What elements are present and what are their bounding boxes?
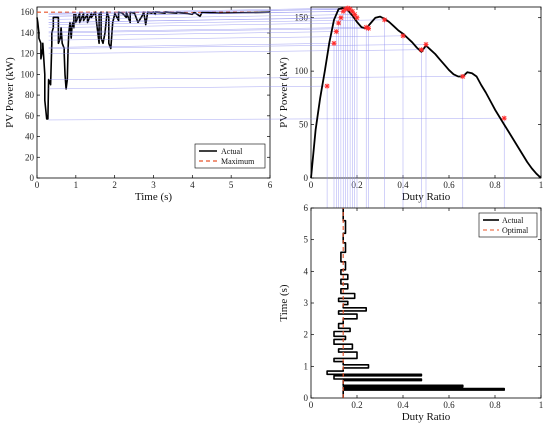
operating-point-marker (352, 11, 358, 17)
guide-horizontal (48, 117, 505, 121)
guide-horizontal (48, 31, 337, 37)
operating-point-marker (347, 6, 353, 12)
x-tick-label: 0 (309, 180, 314, 190)
operating-point-marker (418, 47, 424, 53)
guide-horizontal (48, 8, 351, 15)
y-tick-label: 160 (21, 7, 35, 17)
y-axis-label: Time (s) (278, 284, 290, 322)
operating-point-marker (400, 33, 406, 39)
y-tick-label: 0 (30, 173, 35, 183)
operating-point-marker (382, 17, 388, 23)
x-tick-label: 0 (35, 180, 40, 190)
y-tick-label: 100 (295, 66, 309, 76)
operating-point-marker (354, 15, 360, 21)
y-tick-label: 4 (304, 266, 309, 276)
operating-point-marker (340, 8, 346, 14)
y-tick-label: 0 (304, 173, 309, 183)
y-tick-label: 20 (25, 152, 35, 162)
y-tick-label: 1 (304, 361, 309, 371)
x-tick-label: 0.8 (489, 400, 501, 410)
y-tick-label: 60 (25, 111, 35, 121)
x-tick-label: 4 (190, 180, 195, 190)
x-tick-label: 5 (229, 180, 234, 190)
x-tick-label: 1 (539, 400, 544, 410)
x-tick-label: 0.6 (443, 400, 455, 410)
operating-point-marker (363, 24, 369, 30)
guide-horizontal (48, 35, 404, 41)
x-tick-label: 1 (539, 180, 544, 190)
guide-horizontal (48, 49, 422, 54)
y-tick-label: 100 (21, 69, 35, 79)
legend-box (194, 143, 266, 169)
operating-point-marker (338, 15, 344, 21)
x-axis-label: Time (s) (135, 191, 173, 203)
x-tick-label: 0.4 (397, 400, 409, 410)
operating-point-marker (501, 115, 507, 121)
guide-horizontal (48, 22, 339, 28)
y-axis-label: PV Power (kW) (4, 57, 16, 128)
time-vs-duty-plot: 0 0.2 0.4 0.6 0.8 1 0 1 2 3 4 5 6 Duty Ratio Time (s) (278, 203, 543, 423)
guide-horizontal (48, 76, 463, 80)
guide-horizontal (48, 44, 427, 49)
guide-horizontal (48, 11, 353, 17)
series-line-actual (326, 208, 506, 398)
axes-frame (310, 207, 542, 399)
operating-point-marker (336, 20, 342, 26)
guide-horizontal (48, 43, 335, 48)
legend-label-optimal: Optimal (502, 226, 529, 235)
x-axis-label: Duty Ratio (402, 411, 451, 423)
y-tick-label: 2 (304, 330, 309, 340)
guide-horizontal (48, 85, 328, 90)
x-tick-label: 0 (309, 400, 314, 410)
legend-label-actual: Actual (502, 216, 524, 225)
operating-point-marker (423, 41, 429, 47)
guide-horizontal (48, 19, 385, 25)
y-tick-label: 50 (299, 120, 309, 130)
guide-horizontal (48, 28, 369, 34)
guide-horizontal (48, 7, 348, 14)
x-tick-label: 0.2 (351, 400, 362, 410)
y-tick-label: 140 (21, 28, 35, 38)
y-tick-label: 0 (304, 393, 309, 403)
y-tick-label: 120 (21, 49, 35, 59)
operating-point-marker (345, 5, 351, 11)
y-tick-label: 5 (304, 235, 309, 245)
y-tick-label: 150 (295, 13, 309, 23)
guide-horizontal (48, 17, 358, 23)
series-line-actual (36, 11, 271, 120)
y-tick-label: 80 (25, 90, 35, 100)
y-tick-label: 6 (304, 203, 309, 213)
operating-point-marker (331, 40, 337, 46)
guide-horizontal (48, 27, 367, 33)
x-tick-label: 6 (268, 180, 273, 190)
legend-box (478, 212, 538, 238)
operating-point-marker (460, 73, 466, 79)
legend-label-maximum: Maximum (221, 157, 255, 166)
operating-point-marker (343, 6, 348, 12)
x-tick-label: 2 (112, 180, 117, 190)
x-tick-label: 3 (151, 180, 156, 190)
operating-point-marker (333, 29, 339, 35)
legend-label-actual: Actual (221, 147, 243, 156)
operating-point-marker (324, 83, 330, 89)
guide-horizontal (48, 14, 355, 20)
x-tick-label: 0.6 (443, 180, 455, 190)
operating-point-marker (349, 8, 355, 14)
x-tick-label: 0.8 (489, 180, 501, 190)
y-tick-label: 40 (25, 132, 35, 142)
x-tick-label: 1 (74, 180, 79, 190)
operating-point-marker (366, 25, 371, 31)
power-vs-duty-curves (310, 5, 542, 179)
y-axis-label: PV Power (kW) (278, 57, 290, 128)
y-tick-label: 3 (304, 298, 309, 308)
